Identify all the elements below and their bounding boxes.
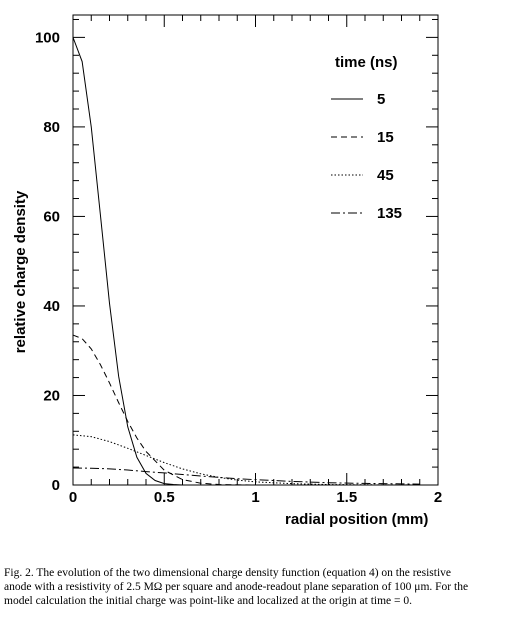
- x-tick-label: 2: [434, 489, 442, 506]
- figure: 0 0.5 1 1.5 2 0 20 40 60 80 100 time (ns) 5 15 45 135…: [12, 14, 442, 528]
- figure-caption: Fig. 2. The evolution of the two dimensi…: [4, 567, 469, 607]
- y-axis-label: relative charge density: [12, 190, 29, 353]
- plot-border: [72, 14, 439, 486]
- y-tick-label: 60: [43, 208, 60, 225]
- plot-frame: [72, 14, 439, 486]
- series-line-45ns: [72, 434, 420, 486]
- y-tick-label: 80: [43, 119, 60, 136]
- legend-title: time (ns): [335, 54, 398, 71]
- legend-label-45: 45: [377, 167, 394, 184]
- legend: time (ns) 5 15 45 135: [331, 54, 402, 222]
- y-tick-label: 40: [43, 298, 60, 315]
- legend-label-135: 135: [377, 205, 402, 222]
- y-tick-label: 0: [52, 477, 60, 494]
- series-line-5ns: [72, 37, 183, 486]
- y-tick-label: 20: [43, 387, 60, 404]
- curves: [72, 37, 420, 486]
- legend-label-5: 5: [377, 91, 385, 108]
- x-tick-label: 1.5: [336, 489, 357, 506]
- x-tick-label: 1: [251, 489, 259, 506]
- x-tick-label: 0: [69, 489, 77, 506]
- x-axis-label: radial position (mm): [285, 511, 428, 528]
- x-tick-label: 0.5: [154, 489, 175, 506]
- legend-label-15: 15: [377, 129, 394, 146]
- series-line-15ns: [72, 334, 256, 486]
- series-line-135ns: [72, 467, 420, 485]
- y-tick-label: 100: [35, 29, 60, 46]
